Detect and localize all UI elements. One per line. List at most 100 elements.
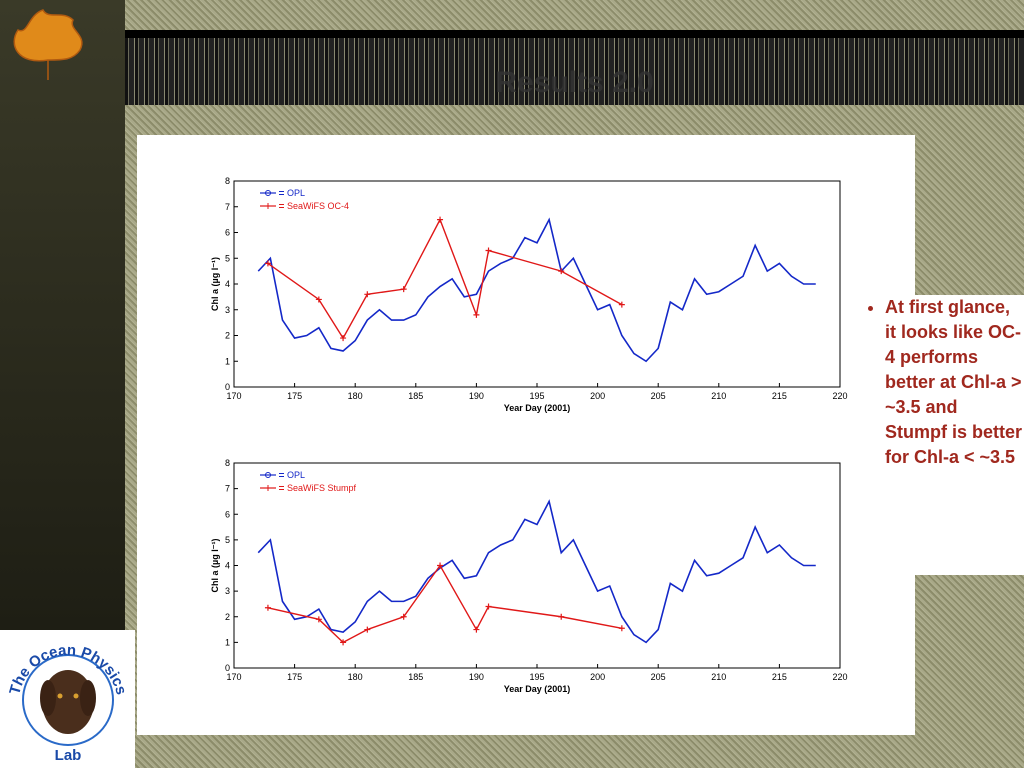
series-line xyxy=(257,217,816,363)
y-tick-label: 2 xyxy=(225,331,230,341)
plot-area xyxy=(233,180,841,388)
series-line xyxy=(267,564,622,644)
legend-label: OPL xyxy=(287,470,305,480)
y-tick-label: 6 xyxy=(225,228,230,238)
y-tick-label: 4 xyxy=(225,561,230,571)
legend-marker xyxy=(265,203,271,209)
plot-area xyxy=(233,462,841,669)
point-marker xyxy=(400,286,407,293)
y-tick-label: 3 xyxy=(225,305,230,315)
x-tick-label: 180 xyxy=(348,672,363,682)
slide-title: Results 2.0 xyxy=(495,66,654,99)
x-tick-label: 185 xyxy=(408,672,423,682)
x-tick-label: 190 xyxy=(469,672,484,682)
y-tick-label: 7 xyxy=(225,202,230,212)
legend-marker xyxy=(265,485,271,491)
legend-label: OPL xyxy=(287,188,305,198)
x-tick-label: 175 xyxy=(287,391,302,401)
y-tick-label: 8 xyxy=(225,458,230,468)
y-tick-label: 1 xyxy=(225,356,230,366)
legend-equals xyxy=(279,191,284,195)
content-panel: 170 175 180 185 190 195 200 205 210 215 220 0 1 2 3 4 5 6… xyxy=(137,135,915,735)
x-tick-label: 215 xyxy=(772,672,787,682)
x-tick-label: 185 xyxy=(408,391,423,401)
y-tick-label: 4 xyxy=(225,279,230,289)
point-marker xyxy=(558,268,565,275)
series-line xyxy=(257,499,816,644)
bullet-box: At first glance, it looks like OC-4 perf… xyxy=(855,295,1024,575)
point-marker xyxy=(315,616,322,623)
point-marker xyxy=(473,311,480,318)
x-tick-label: 180 xyxy=(348,391,363,401)
side-stripe xyxy=(0,0,125,630)
x-tick-label: 220 xyxy=(832,391,847,401)
point-marker xyxy=(437,562,444,569)
x-tick-label: 200 xyxy=(590,672,605,682)
x-tick-label: 190 xyxy=(469,391,484,401)
x-tick-label: 170 xyxy=(226,391,241,401)
y-tick-label: 1 xyxy=(225,637,230,647)
x-tick-label: 170 xyxy=(226,672,241,682)
point-marker xyxy=(340,335,347,342)
point-marker xyxy=(437,216,444,223)
y-tick-label: 0 xyxy=(225,382,230,392)
point-marker xyxy=(364,291,371,298)
y-tick-label: 7 xyxy=(225,484,230,494)
x-axis-label: Year Day (2001) xyxy=(504,403,571,413)
point-marker xyxy=(340,639,347,646)
point-marker xyxy=(264,260,271,267)
point-marker xyxy=(315,296,322,303)
x-tick-label: 215 xyxy=(772,391,787,401)
logo-text: Lab xyxy=(55,747,82,764)
title-band xyxy=(125,30,1024,105)
point-marker xyxy=(473,626,480,633)
dog-ear xyxy=(40,680,56,716)
logo: The Ocean Physics Lab xyxy=(0,630,135,768)
bullet-text: At first glance, it looks like OC-4 perf… xyxy=(885,295,1024,470)
x-tick-label: 175 xyxy=(287,672,302,682)
legend-equals xyxy=(279,204,284,208)
y-tick-label: 0 xyxy=(225,663,230,673)
series-line xyxy=(267,217,623,340)
charts: 170 175 180 185 190 195 200 205 210 215 2200123456… xyxy=(210,176,848,694)
legend-label: SeaWiFS OC-4 xyxy=(287,201,349,211)
point-marker xyxy=(364,626,371,633)
x-tick-label: 195 xyxy=(529,672,544,682)
y-tick-label: 2 xyxy=(225,612,230,622)
x-tick-label: 195 xyxy=(529,391,544,401)
point-marker xyxy=(618,301,625,308)
y-tick-label: 5 xyxy=(225,253,230,263)
x-tick-label: 205 xyxy=(651,672,666,682)
dog xyxy=(42,670,94,734)
x-tick-label: 205 xyxy=(651,391,666,401)
point-marker xyxy=(485,247,492,254)
legend-equals xyxy=(279,486,284,490)
point-marker xyxy=(558,613,565,620)
legend-marker xyxy=(265,472,271,478)
legend-label: SeaWiFS Stumpf xyxy=(287,483,357,493)
y-tick-label: 8 xyxy=(225,176,230,186)
leaf-icon xyxy=(13,9,83,80)
y-tick-label: 3 xyxy=(225,586,230,596)
x-tick-label: 220 xyxy=(832,672,847,682)
y-tick-label: 5 xyxy=(225,535,230,545)
y-axis-label: Chl a (µg l⁻¹) xyxy=(210,257,220,311)
x-tick-label: 210 xyxy=(711,391,726,401)
title-band-edge xyxy=(125,30,1024,38)
x-tick-label: 210 xyxy=(711,672,726,682)
logo-graphic: The Ocean Physics Lab xyxy=(6,642,130,764)
point-marker xyxy=(618,625,625,632)
x-axis-label: Year Day (2001) xyxy=(504,684,571,694)
dog-ear xyxy=(80,680,96,716)
point-marker xyxy=(485,603,492,610)
logo-ring xyxy=(22,654,114,746)
bullet-list: At first glance, it looks like OC-4 perf… xyxy=(855,295,1024,470)
x-tick-label: 200 xyxy=(590,391,605,401)
legend-marker xyxy=(265,190,271,196)
y-tick-label: 6 xyxy=(225,509,230,519)
y-axis-label: Chl a (µg l⁻¹) xyxy=(210,539,220,593)
legend-equals xyxy=(279,473,284,477)
point-marker xyxy=(264,604,271,611)
point-marker xyxy=(400,613,407,620)
